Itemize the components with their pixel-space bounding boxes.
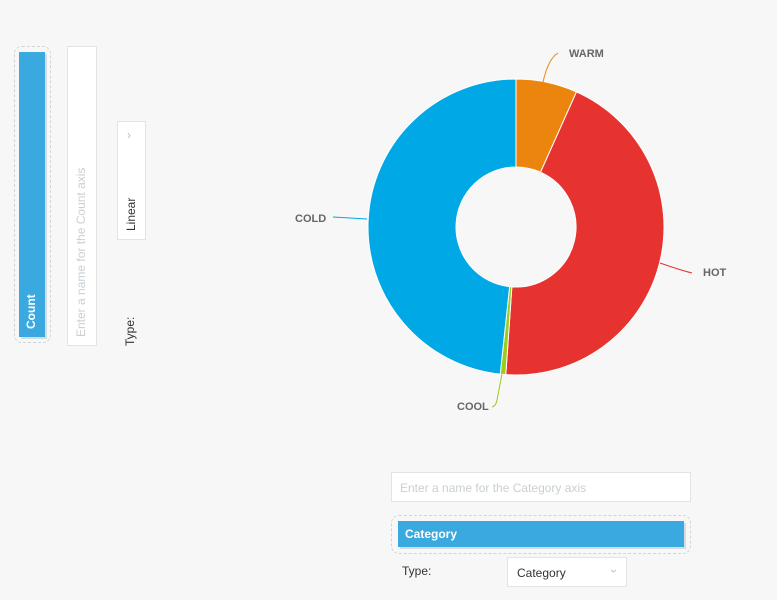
category-axis-type-label: Type: <box>402 564 432 578</box>
chevron-right-icon: › <box>127 128 131 142</box>
category-field-label: Category <box>405 527 458 541</box>
donut-chart: WARM HOT COOL COLD <box>295 48 727 413</box>
category-axis-type-value: Category <box>517 566 566 580</box>
slice-label-hot: HOT <box>703 267 727 279</box>
slice-hot[interactable] <box>505 91 665 376</box>
slice-label-warm: WARM <box>569 48 604 60</box>
category-axis-name-input[interactable]: Enter a name for the Category axis <box>391 472 691 502</box>
count-axis-name-input[interactable]: Enter a name for the Count axis <box>67 46 97 346</box>
slice-label-cold: COLD <box>295 213 326 225</box>
category-field-pill[interactable]: Category <box>398 521 684 547</box>
category-axis-dropzone[interactable] <box>391 515 691 554</box>
count-axis-type-select[interactable]: › Linear <box>117 121 146 240</box>
chevron-down-icon: › <box>607 569 621 573</box>
count-axis-dropzone[interactable] <box>14 46 51 343</box>
leader-line-cold <box>332 216 368 220</box>
slice-cold[interactable] <box>367 78 517 375</box>
category-axis-type-select[interactable]: Category › <box>507 557 627 587</box>
category-axis-name-placeholder: Enter a name for the Category axis <box>400 481 587 495</box>
leader-line-hot <box>659 262 693 274</box>
slice-label-cool: COOL <box>457 401 489 413</box>
leader-line-cool <box>491 373 503 408</box>
leader-line-warm <box>540 52 559 94</box>
count-field-pill[interactable]: Count <box>19 52 45 337</box>
